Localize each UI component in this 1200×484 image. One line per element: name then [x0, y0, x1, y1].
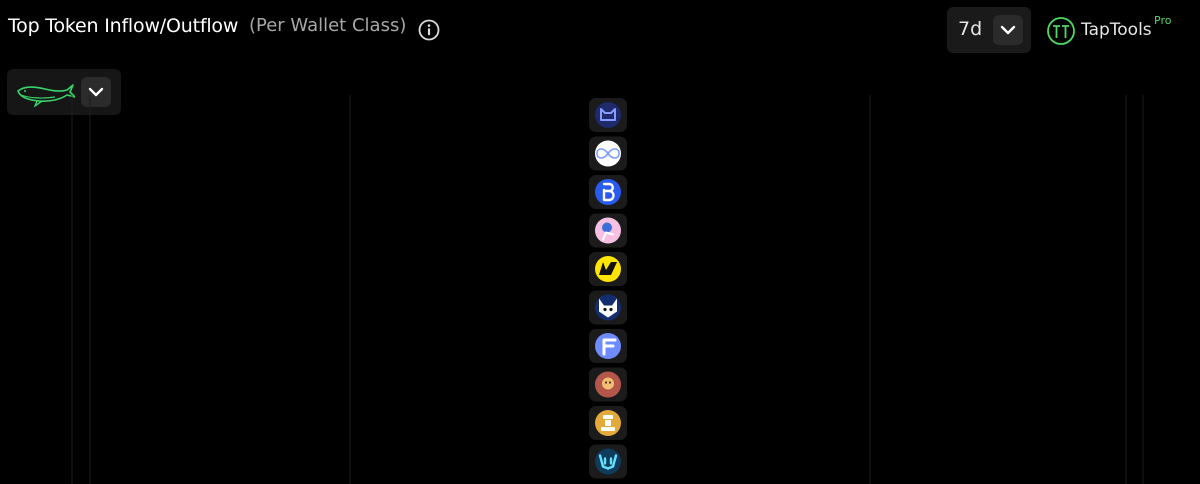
- whale-icon: [17, 84, 75, 107]
- token-3-letter-b-icon: [589, 175, 627, 209]
- wallet-class-dropdown-button[interactable]: [81, 77, 111, 107]
- chart-area: [0, 95, 1200, 484]
- token-2-infinity-loop-icon: [589, 136, 627, 171]
- period-value: 7d: [958, 18, 983, 40]
- token-1-cat-mask-icon: [589, 98, 627, 132]
- chart-subtitle: (Per Wallet Class): [249, 15, 407, 36]
- flow-bar-chart: [71, 95, 1144, 484]
- brand-name: TapTools: [1081, 20, 1152, 40]
- wallet-class-select[interactable]: [7, 69, 121, 115]
- token-9-stack-icon: [589, 406, 627, 440]
- token-10-horns-icon: [589, 444, 627, 479]
- info-icon[interactable]: [418, 19, 440, 41]
- token-8-character-icon: [589, 367, 627, 402]
- chart-header: Top Token Inflow/Outflow (Per Wallet Cla…: [0, 0, 1200, 60]
- chart-title: Top Token Inflow/Outflow: [8, 15, 239, 37]
- taptools-logo-icon: [1047, 17, 1075, 45]
- token-7-letter-f-icon: [589, 329, 627, 363]
- brand-badge: Pro: [1154, 14, 1172, 27]
- token-4-hand-ball-icon: [589, 213, 627, 248]
- token-6-husky-icon: [589, 290, 627, 325]
- period-select[interactable]: 7d: [947, 7, 1031, 53]
- period-dropdown-button[interactable]: [993, 15, 1023, 45]
- chevron-down-icon: [1000, 25, 1016, 35]
- token-5-wing-w-icon: [589, 252, 627, 286]
- chevron-down-icon: [88, 87, 104, 97]
